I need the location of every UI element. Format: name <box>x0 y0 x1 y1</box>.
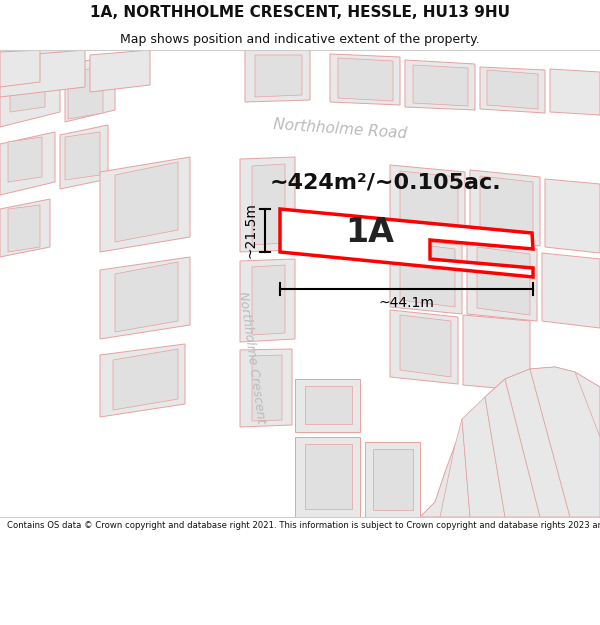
Polygon shape <box>480 67 545 113</box>
Polygon shape <box>400 242 455 307</box>
Polygon shape <box>252 164 285 245</box>
Polygon shape <box>100 157 190 252</box>
Polygon shape <box>192 50 278 517</box>
Polygon shape <box>65 55 115 122</box>
Polygon shape <box>65 132 100 180</box>
Polygon shape <box>390 165 465 239</box>
Polygon shape <box>477 247 530 315</box>
Text: Northholme Road: Northholme Road <box>272 117 407 141</box>
Polygon shape <box>550 69 600 115</box>
Polygon shape <box>440 419 470 517</box>
Polygon shape <box>390 367 600 517</box>
Polygon shape <box>545 179 600 253</box>
Polygon shape <box>295 437 360 517</box>
Polygon shape <box>252 355 282 421</box>
Polygon shape <box>113 349 178 410</box>
Polygon shape <box>252 265 285 335</box>
Polygon shape <box>240 157 295 252</box>
Polygon shape <box>373 449 413 510</box>
Polygon shape <box>390 238 462 314</box>
Polygon shape <box>462 397 505 517</box>
Polygon shape <box>295 379 360 432</box>
Polygon shape <box>8 205 40 252</box>
Text: 1A, NORTHHOLME CRESCENT, HESSLE, HU13 9HU: 1A, NORTHHOLME CRESCENT, HESSLE, HU13 9H… <box>90 5 510 20</box>
Polygon shape <box>338 58 393 101</box>
Text: 1A: 1A <box>346 216 395 249</box>
Polygon shape <box>485 379 540 517</box>
Polygon shape <box>530 367 600 517</box>
Polygon shape <box>463 315 530 391</box>
Polygon shape <box>400 171 458 232</box>
Polygon shape <box>240 259 295 342</box>
Polygon shape <box>100 344 185 417</box>
Polygon shape <box>305 444 352 509</box>
Polygon shape <box>68 67 103 119</box>
Polygon shape <box>280 209 533 277</box>
Polygon shape <box>0 199 50 257</box>
Text: Contains OS data © Crown copyright and database right 2021. This information is : Contains OS data © Crown copyright and d… <box>7 521 600 531</box>
Polygon shape <box>8 137 42 182</box>
Polygon shape <box>0 50 85 97</box>
Polygon shape <box>405 60 475 110</box>
Text: Map shows position and indicative extent of the property.: Map shows position and indicative extent… <box>120 32 480 46</box>
Text: Northholme Crescent: Northholme Crescent <box>236 290 268 424</box>
Polygon shape <box>542 253 600 328</box>
Polygon shape <box>255 55 302 97</box>
Polygon shape <box>505 369 570 517</box>
Polygon shape <box>240 349 292 427</box>
Polygon shape <box>487 70 538 109</box>
Polygon shape <box>0 102 600 167</box>
Polygon shape <box>60 125 108 189</box>
Polygon shape <box>0 50 60 127</box>
Polygon shape <box>470 170 540 246</box>
Polygon shape <box>10 62 45 112</box>
Text: ~44.1m: ~44.1m <box>379 296 434 310</box>
Polygon shape <box>390 310 458 384</box>
Polygon shape <box>245 50 310 102</box>
Polygon shape <box>90 50 150 92</box>
Polygon shape <box>115 162 178 242</box>
Polygon shape <box>330 54 400 105</box>
Text: ~424m²/~0.105ac.: ~424m²/~0.105ac. <box>269 172 501 192</box>
Polygon shape <box>413 65 468 106</box>
Polygon shape <box>0 132 55 195</box>
Polygon shape <box>400 315 451 377</box>
Text: ~21.5m: ~21.5m <box>244 202 258 259</box>
Polygon shape <box>480 176 533 240</box>
Polygon shape <box>365 442 420 517</box>
Polygon shape <box>100 257 190 339</box>
Polygon shape <box>467 242 537 321</box>
Polygon shape <box>305 386 352 424</box>
Polygon shape <box>0 50 40 87</box>
Polygon shape <box>115 262 178 332</box>
